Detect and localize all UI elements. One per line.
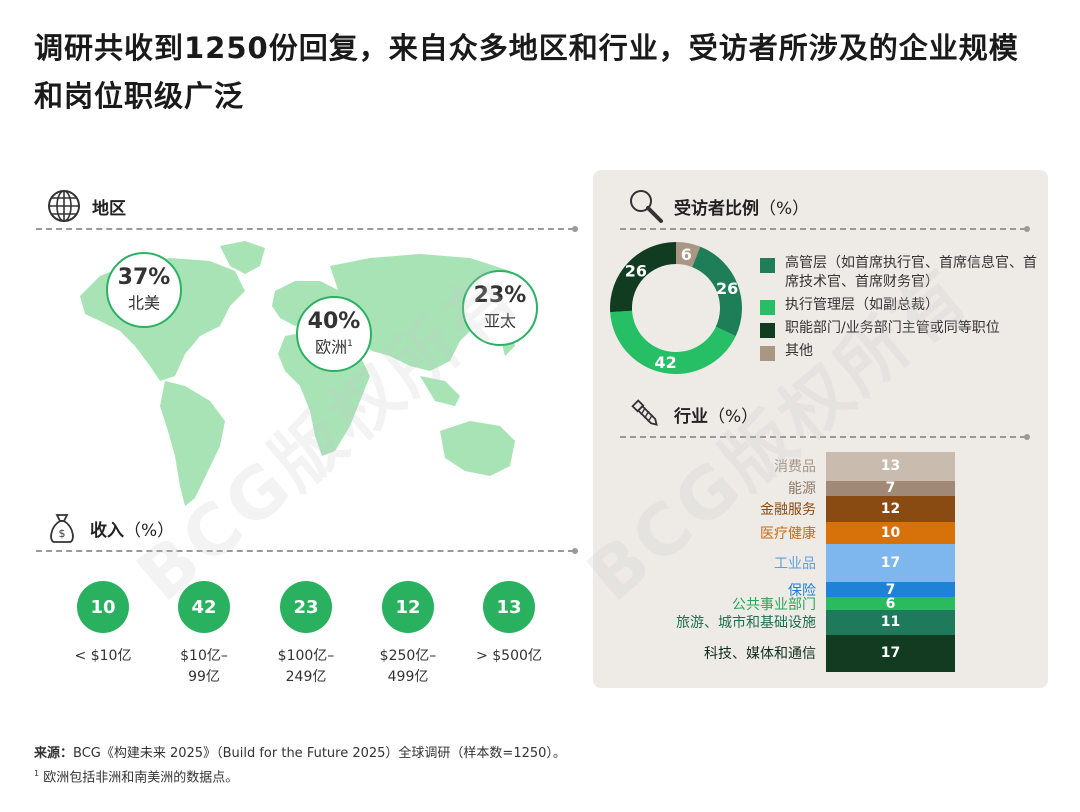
income-category-line: 249亿 <box>285 669 327 685</box>
donut-slice <box>610 310 736 374</box>
page-title: 调研共收到1250份回复，来自众多地区和行业，受访者所涉及的企业规模和岗位职级广… <box>34 31 1019 113</box>
legend-label: 执行管理层（如副总裁） <box>785 297 939 313</box>
industry-label: 公共事业部门 <box>732 596 816 613</box>
industry-bar-segment: 13 <box>826 452 955 481</box>
screw-icon <box>628 396 664 432</box>
income-value-circle: 10 <box>77 581 129 633</box>
respondents-heading: 受访者比例（%） <box>628 188 809 224</box>
industry-label: 旅游、城市和基础设施 <box>676 615 816 632</box>
income-value-circle: 42 <box>178 581 230 633</box>
industry-bar-segment: 11 <box>826 610 955 635</box>
industry-row: 金融服务 12 <box>600 496 965 523</box>
income-category-label: $10亿– 99亿 <box>154 646 254 688</box>
donut-slice <box>676 242 701 268</box>
respondents-divider <box>620 226 1030 232</box>
legend-item: 职能部门/业务部门主管或同等职位 <box>760 319 1044 338</box>
footer: 来源：BCG《构建未来 2025》（Build for the Future 2… <box>34 744 566 788</box>
donut-data-label: 26 <box>716 279 738 298</box>
income-category-line: 99亿 <box>188 669 220 685</box>
income-value-circle: 12 <box>382 581 434 633</box>
region-pct: 23% <box>473 283 527 309</box>
industry-row: 旅游、城市和基础设施 11 <box>600 610 965 635</box>
industry-label: 能源 <box>788 481 816 498</box>
region-heading-label: 地区 <box>92 198 126 219</box>
industry-row: 工业品 17 <box>600 544 965 582</box>
region-divider <box>36 226 578 232</box>
income-category-line: $10亿– <box>180 648 228 664</box>
region-bubble-north-america: 37% 北美 <box>106 252 182 328</box>
industry-row: 能源 7 <box>600 480 965 498</box>
region-pct: 37% <box>117 265 171 291</box>
donut-data-label: 6 <box>681 245 692 264</box>
region-name: 欧洲1 <box>315 337 353 357</box>
industry-row: 消费品 13 <box>600 452 965 481</box>
income-category-label: < $10亿 <box>53 646 153 667</box>
legend-label: 其他 <box>785 343 813 359</box>
industry-label: 工业品 <box>774 556 816 573</box>
industry-bar-segment: 6 <box>826 596 955 612</box>
footnote: 1 欧洲包括非洲和南美洲的数据点。 <box>34 769 239 786</box>
industry-heading: 行业（%） <box>628 396 758 432</box>
respondents-heading-label: 受访者比例（%） <box>674 198 810 219</box>
donut-data-label: 42 <box>655 353 677 372</box>
income-category-label: $250亿– 499亿 <box>358 646 458 688</box>
income-heading: $ 收入（%） <box>44 510 174 546</box>
magnifier-icon <box>628 188 664 224</box>
income-category-line: 499亿 <box>387 669 429 685</box>
industry-row: 公共事业部门 6 <box>600 596 965 613</box>
industry-label: 医疗健康 <box>760 526 816 543</box>
industry-label: 科技、媒体和通信 <box>704 646 816 663</box>
income-divider <box>36 548 578 554</box>
donut-slice <box>692 246 742 337</box>
region-name: 亚太 <box>483 311 516 331</box>
legend-label: 高管层（如首席执行官、首席信息官、首席技术官、首席财务官） <box>785 255 1037 290</box>
industry-bar-segment: 17 <box>826 634 955 672</box>
industry-label: 消费品 <box>774 459 816 476</box>
legend-item: 高管层（如首席执行官、首席信息官、首席技术官、首席财务官） <box>760 254 1044 292</box>
income-category-line: < $10亿 <box>74 648 132 664</box>
income-category-label: > $500亿 <box>459 646 559 667</box>
legend-swatch <box>760 258 775 273</box>
industry-row: 医疗健康 10 <box>600 522 965 545</box>
legend-item: 执行管理层（如副总裁） <box>760 296 1044 315</box>
region-heading: 地区 <box>46 188 126 224</box>
region-bubble-europe: 40% 欧洲1 <box>296 296 372 372</box>
income-category-label: $100亿– 249亿 <box>256 646 356 688</box>
donut-slice <box>610 242 676 313</box>
svg-text:$: $ <box>59 527 66 540</box>
income-value-circle: 13 <box>483 581 535 633</box>
industry-bar-segment: 10 <box>826 522 955 545</box>
income-category-line: $100亿– <box>277 648 335 664</box>
industry-label: 保险 <box>788 582 816 599</box>
legend-swatch <box>760 346 775 361</box>
income-category-line: $250亿– <box>379 648 437 664</box>
industry-bar-segment: 12 <box>826 496 955 523</box>
region-bubble-asia-pacific: 23% 亚太 <box>462 270 538 346</box>
legend-item: 其他 <box>760 342 1044 361</box>
industry-label: 金融服务 <box>760 502 816 519</box>
legend-label: 职能部门/业务部门主管或同等职位 <box>785 320 1000 336</box>
globe-icon <box>46 188 82 224</box>
legend-swatch <box>760 323 775 338</box>
region-name: 北美 <box>127 293 160 313</box>
legend-swatch <box>760 300 775 315</box>
region-pct: 40% <box>307 309 361 335</box>
industry-bar-segment: 7 <box>826 582 955 598</box>
industry-bar-segment: 7 <box>826 480 955 496</box>
industry-bar-segment: 17 <box>826 544 955 582</box>
income-heading-label: 收入（%） <box>90 520 175 541</box>
income-value-circle: 23 <box>280 581 332 633</box>
industry-row: 科技、媒体和通信 17 <box>600 634 965 672</box>
source-note: 来源：BCG《构建未来 2025》（Build for the Future 2… <box>34 746 566 761</box>
income-category-line: > $500亿 <box>476 648 542 664</box>
respondents-donut-chart: 6 26 42 26 <box>610 242 742 374</box>
donut-data-label: 26 <box>625 261 647 280</box>
money-bag-icon: $ <box>44 510 80 546</box>
respondents-legend: 高管层（如首席执行官、首席信息官、首席技术官、首席财务官） 执行管理层（如副总裁）… <box>760 254 1044 365</box>
industry-divider <box>620 434 1030 440</box>
industry-heading-label: 行业（%） <box>674 406 759 427</box>
industry-row: 保险 7 <box>600 582 965 599</box>
